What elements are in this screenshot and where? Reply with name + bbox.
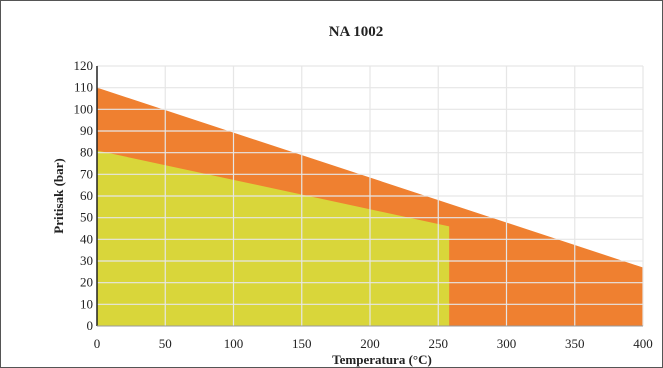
y-tick-label: 80 xyxy=(80,145,93,160)
y-tick-label: 0 xyxy=(87,318,94,333)
grid xyxy=(97,65,644,326)
y-tick-label: 60 xyxy=(80,188,93,203)
x-tick-label: 150 xyxy=(292,336,312,351)
x-tick-label: 100 xyxy=(224,336,244,351)
axes xyxy=(96,66,643,327)
y-tick-label: 110 xyxy=(74,80,93,95)
y-tick-label: 30 xyxy=(80,253,93,268)
y-tick-label: 40 xyxy=(80,231,93,246)
x-tick-label: 400 xyxy=(633,336,653,351)
chart-title: NA 1002 xyxy=(329,24,384,40)
x-tick-label: 0 xyxy=(94,336,101,351)
y-tick-labels: 0 10 20 30 40 50 60 70 80 90 100 110 120 xyxy=(74,58,94,333)
y-tick-label: 90 xyxy=(80,123,93,138)
x-tick-label: 300 xyxy=(497,336,517,351)
x-tick-label: 50 xyxy=(159,336,172,351)
y-axis-label: Pritisak (bar) xyxy=(51,158,66,233)
x-tick-label: 250 xyxy=(429,336,449,351)
x-tick-label: 350 xyxy=(565,336,585,351)
y-tick-label: 50 xyxy=(80,210,93,225)
x-tick-labels: 0 50 100 150 200 250 300 350 400 xyxy=(94,336,653,351)
x-tick-label: 200 xyxy=(360,336,380,351)
y-tick-label: 20 xyxy=(80,275,93,290)
y-tick-label: 100 xyxy=(74,101,94,116)
y-tick-label: 10 xyxy=(80,296,93,311)
y-tick-label: 70 xyxy=(80,166,93,181)
y-tick-label: 120 xyxy=(74,58,94,73)
x-axis-label: Temperatura (°C) xyxy=(332,352,432,367)
